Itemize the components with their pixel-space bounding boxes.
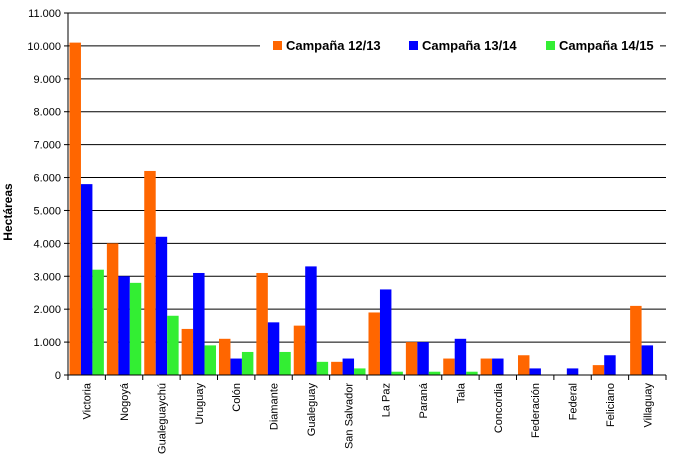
x-tick-label: Feliciano bbox=[605, 383, 617, 427]
bar bbox=[69, 42, 81, 375]
bar bbox=[391, 371, 403, 375]
y-axis-ticks: 0 1.000 2.000 3.000 4.000 5.000 6.000 7.000 8.00… bbox=[27, 8, 68, 382]
y-tick-label: 3.000 bbox=[33, 271, 61, 283]
x-axis-labels: Victoria Nogoyá Gualeguaychú Uruguay Colón Di… bbox=[82, 382, 655, 454]
bar bbox=[193, 272, 205, 375]
x-tick-label: Paraná bbox=[418, 382, 430, 418]
bar bbox=[316, 361, 329, 375]
bar bbox=[342, 358, 355, 375]
y-tick-label: 9.000 bbox=[33, 74, 61, 86]
bar bbox=[204, 345, 217, 375]
y-axis-label: Hectáreas bbox=[1, 183, 15, 241]
bars bbox=[69, 42, 654, 375]
bar bbox=[630, 305, 642, 375]
y-tick-label: 4.000 bbox=[33, 238, 61, 250]
bar bbox=[218, 338, 231, 375]
bar bbox=[368, 312, 380, 375]
bar bbox=[604, 355, 616, 375]
y-tick-label: 11.000 bbox=[28, 8, 61, 20]
bar bbox=[144, 170, 156, 375]
y-tick-label: 5.000 bbox=[33, 205, 61, 217]
x-tick-label: Federación bbox=[530, 383, 542, 438]
bar bbox=[106, 243, 119, 375]
legend-label: Campaña 14/15 bbox=[559, 38, 654, 53]
x-tick-label: Nogoyá bbox=[119, 382, 131, 421]
x-tick-label: Gualeguay bbox=[306, 383, 318, 437]
bar bbox=[167, 315, 179, 375]
legend-box bbox=[260, 33, 660, 60]
y-tick-label: 2.000 bbox=[33, 304, 61, 316]
legend-label: Campaña 12/13 bbox=[286, 38, 381, 53]
legend-swatch bbox=[273, 41, 282, 50]
legend-swatch bbox=[409, 41, 418, 50]
bar bbox=[529, 368, 541, 375]
bar bbox=[279, 351, 291, 375]
bar bbox=[129, 282, 142, 375]
bar bbox=[566, 368, 579, 375]
x-tick-label: San Salvador bbox=[343, 383, 355, 449]
x-tick-label: Federal bbox=[568, 383, 580, 420]
x-tick-label: Villaguay bbox=[642, 383, 654, 428]
bar bbox=[331, 361, 343, 375]
legend-label: Campaña 13/14 bbox=[422, 38, 517, 53]
x-tick-label: La Paz bbox=[381, 383, 393, 417]
legend-swatch bbox=[546, 41, 555, 50]
bar bbox=[641, 345, 654, 375]
bar bbox=[256, 272, 268, 375]
y-tick-label: 8.000 bbox=[33, 107, 61, 119]
legend: Campaña 12/13 Campaña 13/14 Campaña 14/15 bbox=[260, 33, 660, 60]
bar bbox=[428, 371, 441, 375]
bar bbox=[517, 355, 530, 375]
bar bbox=[181, 328, 194, 375]
bar bbox=[118, 276, 130, 375]
y-tick-label: 0 bbox=[55, 370, 61, 382]
bar bbox=[454, 338, 467, 375]
x-tick-label: Concordia bbox=[493, 382, 505, 433]
y-tick-label: 7.000 bbox=[33, 140, 61, 152]
bar bbox=[417, 342, 429, 375]
bar bbox=[466, 371, 478, 375]
x-tick-label: Gualeguaychú bbox=[156, 383, 168, 454]
y-tick-label: 10.000 bbox=[27, 41, 61, 53]
bar bbox=[155, 236, 168, 375]
bar bbox=[379, 289, 392, 375]
bar bbox=[592, 365, 605, 375]
x-tick-label: Uruguay bbox=[194, 383, 206, 425]
x-tick-label: Colón bbox=[231, 383, 243, 412]
bar bbox=[293, 325, 306, 375]
bar bbox=[267, 322, 280, 375]
x-tick-label: Diamante bbox=[269, 383, 281, 430]
bar bbox=[492, 358, 504, 375]
bar bbox=[92, 269, 104, 375]
bar bbox=[354, 368, 366, 375]
x-tick-label: Tala bbox=[455, 382, 467, 403]
y-tick-label: 6.000 bbox=[33, 173, 61, 185]
bar bbox=[405, 342, 418, 375]
bar bbox=[305, 266, 317, 375]
x-tick-label: Victoria bbox=[82, 382, 94, 419]
bar bbox=[480, 358, 493, 375]
y-tick-label: 1.000 bbox=[33, 337, 61, 349]
bar bbox=[230, 358, 242, 375]
bar bbox=[241, 351, 254, 375]
bar bbox=[80, 184, 93, 375]
bar bbox=[443, 358, 455, 375]
axes bbox=[67, 13, 667, 380]
